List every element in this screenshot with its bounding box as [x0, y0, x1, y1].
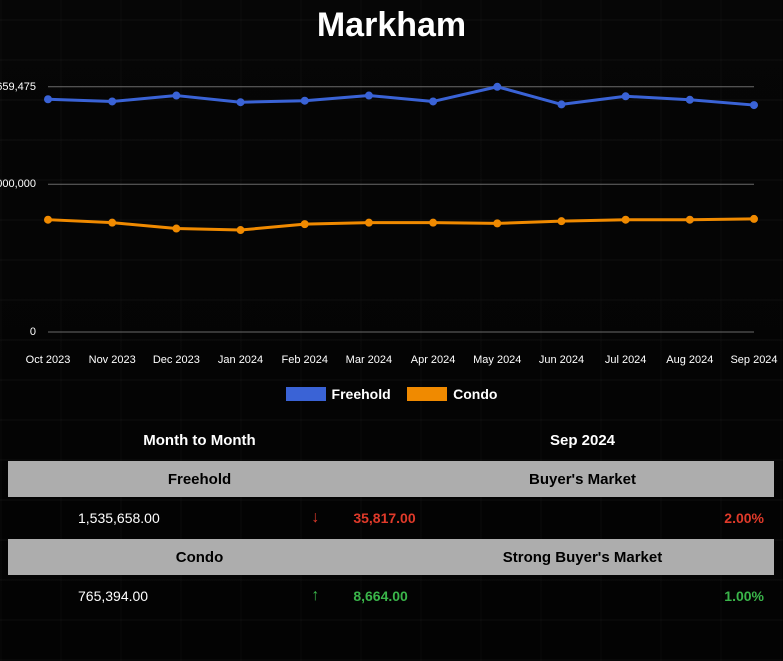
x-axis-label: Sep 2024: [730, 354, 777, 366]
arrow-down-icon: ↓: [283, 497, 323, 539]
legend-item-condo: Condo: [407, 386, 497, 402]
x-axis-label: Jul 2024: [605, 354, 647, 366]
pct-condo: 1.00%: [559, 575, 774, 617]
table-subhead-freehold: Freehold Buyer's Market: [8, 461, 774, 497]
x-axis-label: Aug 2024: [666, 354, 713, 366]
page-title: Markham: [0, 6, 783, 45]
x-axis-label: May 2024: [473, 354, 521, 366]
y-axis-label: 0: [30, 326, 36, 338]
pct-freehold: 2.00%: [559, 497, 774, 539]
x-axis-label: Jan 2024: [218, 354, 263, 366]
x-axis-label: Oct 2023: [26, 354, 71, 366]
price-chart-svg: [40, 60, 762, 350]
subhead-label-condo: Condo: [8, 539, 391, 575]
legend-label-freehold: Freehold: [332, 386, 391, 402]
y-axis-label: 1,000,000: [0, 178, 36, 190]
table-row-condo: 765,394.00 ↑ 8,664.00 1.00%: [8, 575, 774, 617]
subhead-label-freehold: Freehold: [8, 461, 391, 497]
x-axis-label: Jun 2024: [539, 354, 584, 366]
table-header-row: Month to Month Sep 2024: [8, 420, 774, 461]
x-axis-label: Apr 2024: [411, 354, 456, 366]
legend-swatch-freehold: [286, 387, 326, 401]
legend-swatch-condo: [407, 387, 447, 401]
arrow-up-icon: ↑: [283, 575, 323, 617]
y-axis-label: 1,659,475: [0, 81, 36, 93]
table-row-freehold: 1,535,658.00 ↓ 35,817.00 2.00%: [8, 497, 774, 539]
x-axis-label: Mar 2024: [346, 354, 392, 366]
summary-table: Month to Month Sep 2024 Freehold Buyer's…: [8, 420, 774, 617]
header-period: Sep 2024: [391, 420, 774, 461]
subhead-market-freehold: Buyer's Market: [391, 461, 774, 497]
legend-label-condo: Condo: [453, 386, 497, 402]
x-axis-label: Feb 2024: [281, 354, 327, 366]
price-chart: 01,000,0001,659,475Oct 2023Nov 2023Dec 2…: [40, 60, 762, 350]
x-axis-label: Nov 2023: [89, 354, 136, 366]
x-axis-label: Dec 2023: [153, 354, 200, 366]
chart-legend: Freehold Condo: [0, 386, 783, 406]
delta-freehold: 35,817.00: [323, 497, 558, 539]
subhead-market-condo: Strong Buyer's Market: [391, 539, 774, 575]
legend-item-freehold: Freehold: [286, 386, 391, 402]
value-condo: 765,394.00: [8, 575, 283, 617]
header-month-to-month: Month to Month: [8, 420, 391, 461]
value-freehold: 1,535,658.00: [8, 497, 283, 539]
table-subhead-condo: Condo Strong Buyer's Market: [8, 539, 774, 575]
delta-condo: 8,664.00: [323, 575, 558, 617]
